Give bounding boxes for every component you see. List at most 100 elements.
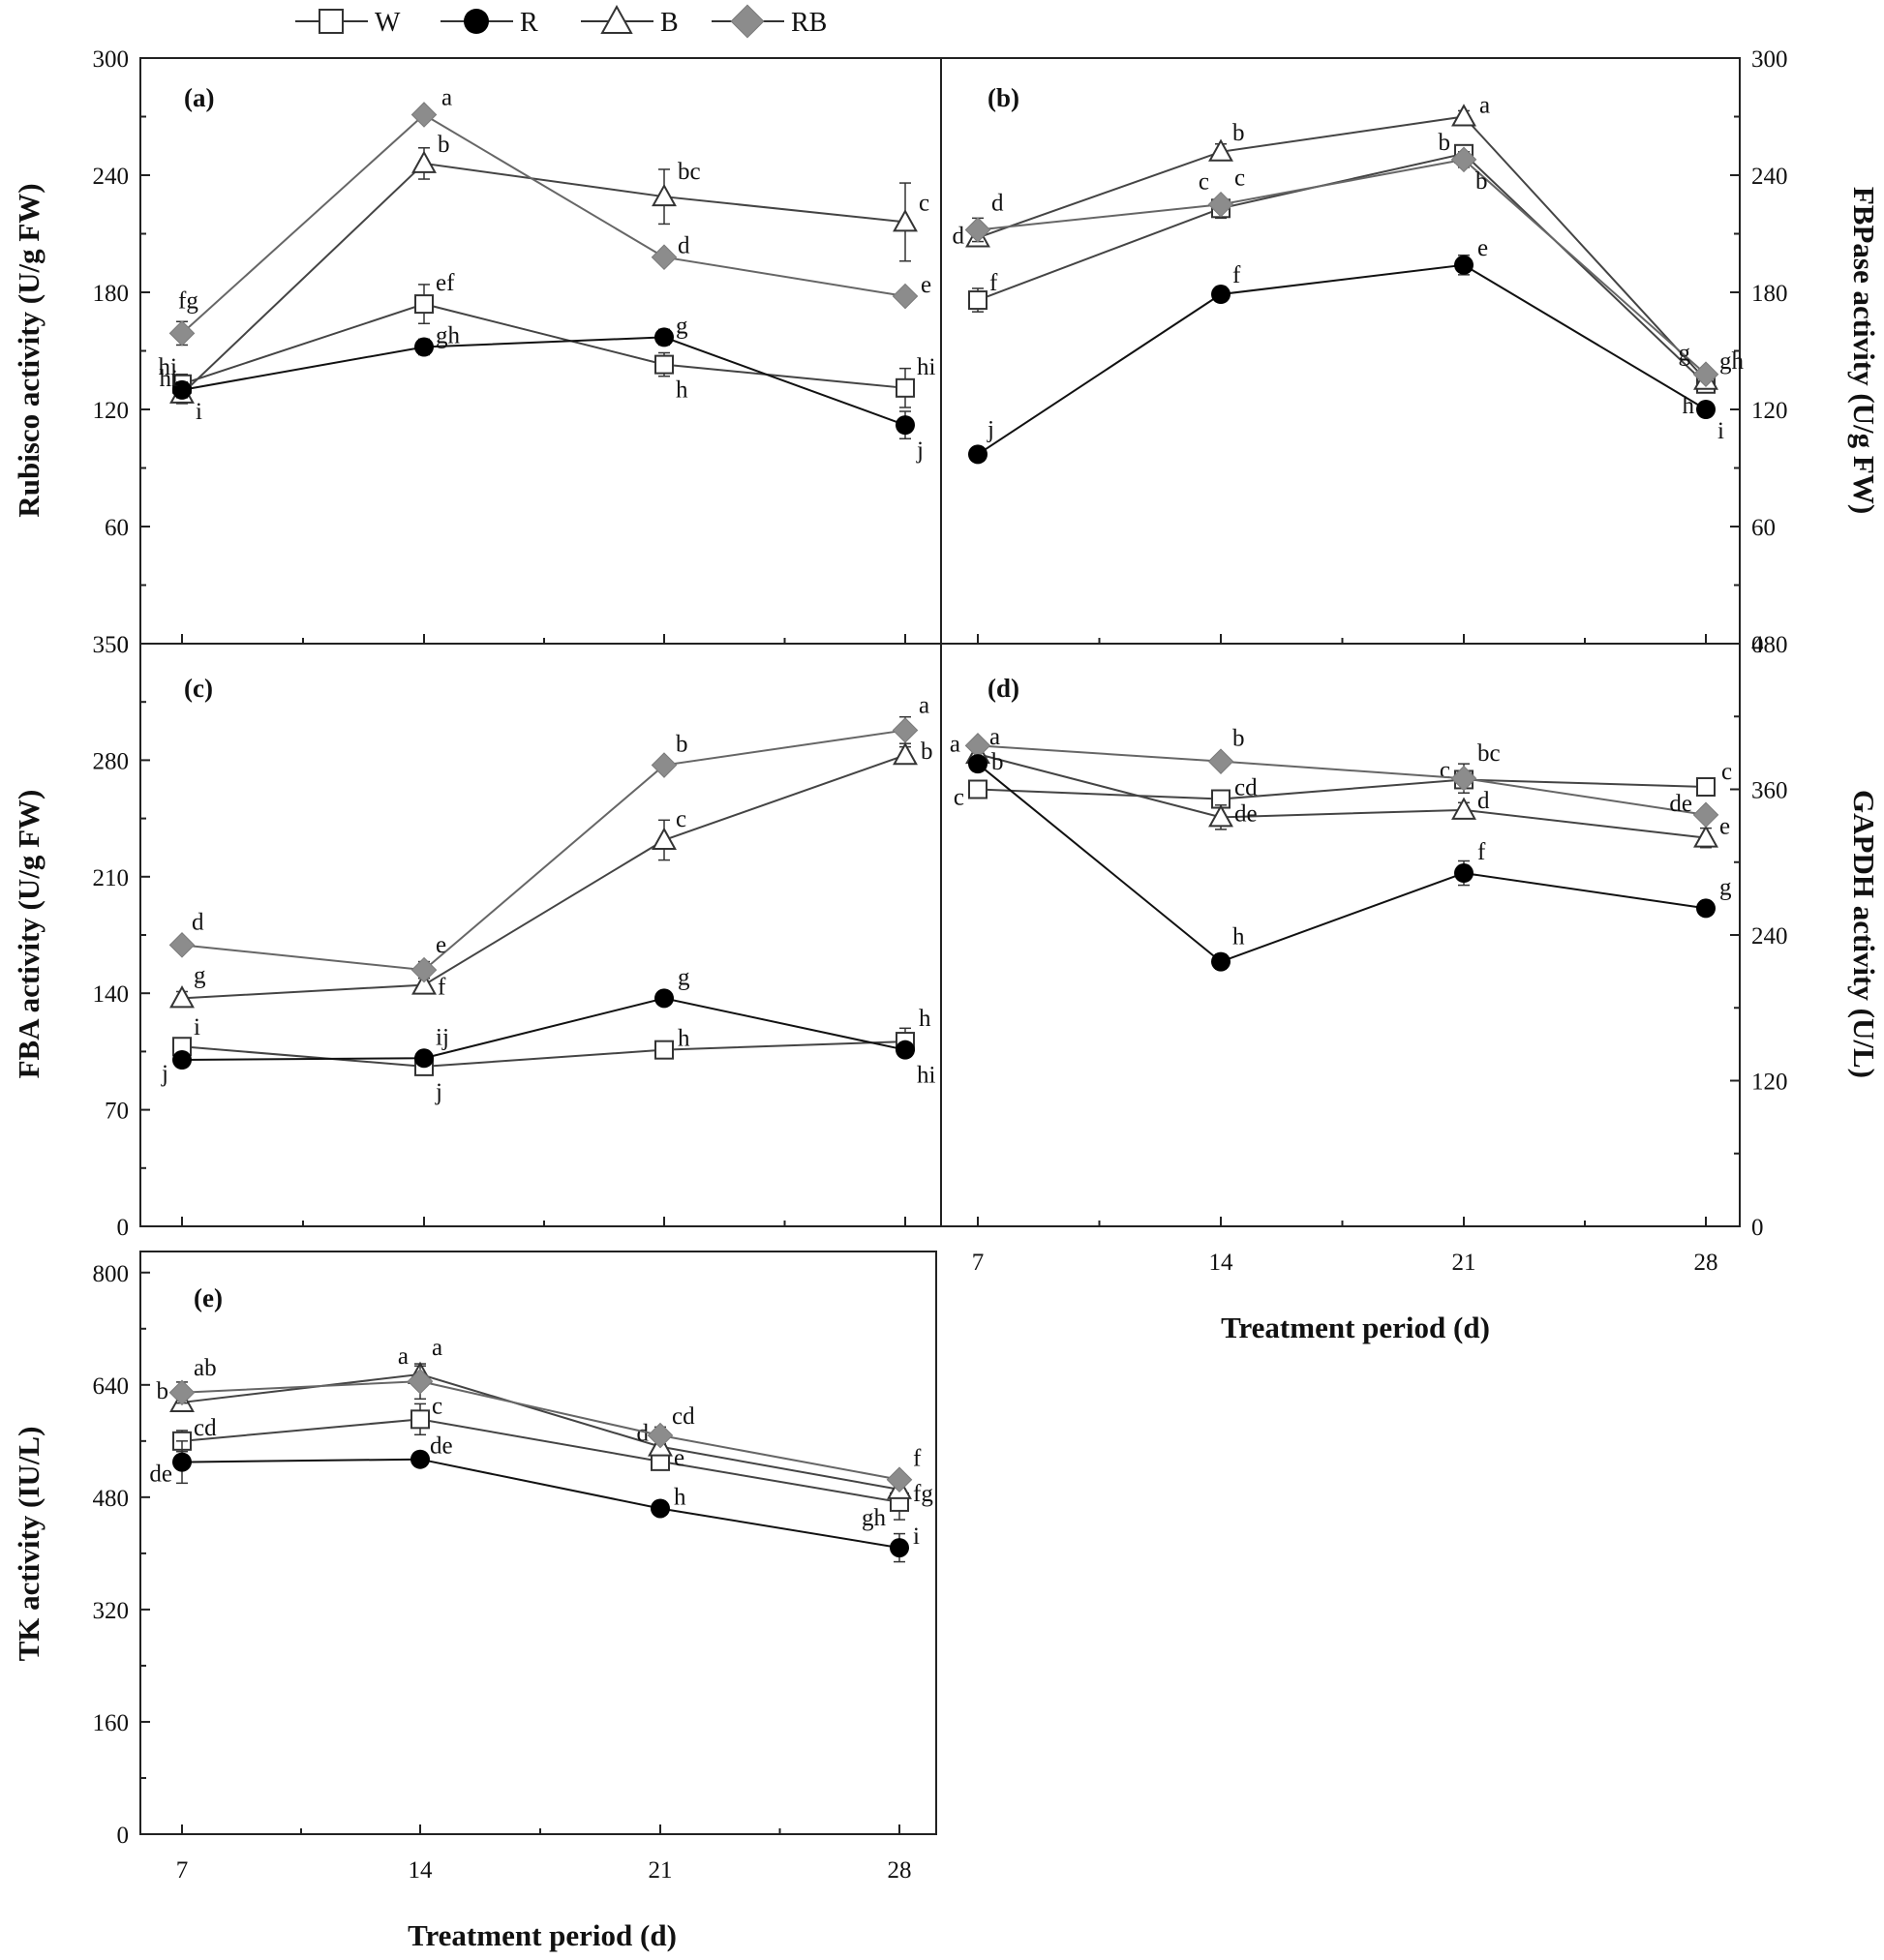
series-line-B — [181, 754, 906, 1000]
significance-letter: hi — [159, 354, 178, 380]
data-point-RB — [1450, 146, 1477, 173]
series-line-W — [977, 778, 1707, 800]
data-point-W — [968, 290, 988, 311]
y-tick-label: 160 — [93, 1710, 130, 1736]
data-point-B — [1208, 138, 1233, 162]
significance-letter: hi — [917, 354, 936, 380]
x-tick-label: 21 — [1452, 1250, 1476, 1276]
significance-letter: ij — [436, 1024, 449, 1050]
significance-letter: i — [913, 1523, 920, 1550]
data-point-R — [172, 1452, 192, 1472]
significance-letter: g — [676, 313, 688, 339]
data-point-W — [654, 354, 674, 375]
significance-letter: g — [678, 964, 690, 990]
data-point-R — [968, 444, 988, 465]
data-point-R — [1454, 863, 1474, 884]
x-tick-label: 28 — [888, 1857, 912, 1884]
data-point-B — [1693, 825, 1718, 848]
data-point-R — [968, 754, 988, 774]
y-tick-label: 640 — [93, 1373, 130, 1400]
y-tick-label: 480 — [93, 1486, 130, 1512]
series-B: g f c b — [169, 739, 933, 1009]
y-tick-label: 350 — [93, 632, 130, 658]
significance-letter: a — [950, 731, 960, 757]
series-B: d b a gh — [953, 93, 1745, 390]
data-point-B — [411, 972, 437, 995]
series-line-W — [181, 303, 906, 389]
significance-letter: g — [194, 962, 206, 988]
significance-letter: f — [989, 270, 998, 296]
significance-letter: bc — [678, 159, 701, 185]
data-point-B — [652, 827, 677, 850]
significance-letter: e — [1477, 235, 1488, 261]
series-line-W — [977, 152, 1707, 385]
series-W: cd c e gh — [172, 1393, 909, 1531]
legend-label-R: R — [520, 8, 538, 38]
significance-letter: fg — [913, 1481, 933, 1507]
y-tick-label: 60 — [105, 515, 129, 541]
y-axis-title: Rubisco activity (U/g FW) — [12, 183, 46, 517]
panel-label: (b) — [988, 83, 1019, 112]
significance-letter: e — [921, 272, 931, 298]
data-point-RB — [1207, 191, 1234, 218]
data-point-R — [890, 1538, 909, 1558]
significance-letter: d — [953, 224, 965, 250]
significance-letter: b — [676, 732, 688, 758]
significance-letter: h — [678, 1026, 690, 1052]
significance-letter: a — [441, 84, 452, 110]
series-B: b a d fg — [157, 1335, 934, 1507]
x-tick-label: 7 — [176, 1857, 189, 1884]
data-point-R — [172, 379, 192, 400]
x-axis-title-right: Treatment period (d) — [1221, 1311, 1490, 1344]
significance-letter: f — [1232, 262, 1241, 288]
significance-letter: c — [432, 1393, 442, 1419]
series-line-R — [181, 997, 906, 1061]
data-point-B — [652, 183, 677, 207]
data-point-R — [1696, 400, 1716, 419]
x-tick-label: 7 — [972, 1250, 985, 1276]
significance-letter: j — [435, 1079, 442, 1105]
y-tick-label: 210 — [93, 865, 130, 891]
x-tick-label: 14 — [1209, 1250, 1234, 1276]
series-W: f c b h — [968, 130, 1716, 419]
significance-letter: c — [1721, 759, 1732, 785]
x-tick-label: 14 — [409, 1857, 434, 1884]
series-B: i b bc c — [169, 132, 929, 425]
series-R: de de h i — [149, 1433, 920, 1563]
panel-frame — [139, 643, 942, 1227]
series-R: b h f g — [968, 749, 1732, 972]
y-tick-label: 0 — [117, 632, 130, 658]
significance-letter: j — [987, 416, 994, 442]
y-axis-title: FBPase activity (U/g FW) — [1847, 187, 1881, 514]
legend-marker-R — [464, 9, 489, 34]
significance-letter: h — [1232, 924, 1245, 950]
series-line-B — [977, 753, 1707, 839]
data-point-R — [896, 1040, 915, 1060]
significance-letter: de — [149, 1462, 172, 1488]
data-point-RB — [651, 752, 678, 778]
significance-letter: f — [913, 1446, 922, 1472]
series-line-RB — [181, 1380, 900, 1481]
significance-letter: b — [157, 1378, 169, 1404]
data-point-RB — [964, 217, 991, 243]
significance-letter: h — [676, 377, 688, 404]
y-tick-label: 300 — [93, 46, 130, 73]
legend-label-W: W — [375, 8, 401, 38]
data-point-RB — [407, 1368, 434, 1395]
significance-letter: gh — [862, 1505, 887, 1531]
panel-frame — [940, 57, 1741, 645]
significance-letter: g — [1719, 874, 1732, 900]
series-line-R — [977, 763, 1707, 963]
data-point-R — [414, 337, 434, 357]
data-point-RB — [1692, 361, 1719, 388]
data-point-RB — [651, 244, 678, 271]
significance-letter: i — [194, 1014, 200, 1040]
y-tick-label: 320 — [93, 1598, 130, 1624]
panel-c-fba: 0 70 140 210 280 350 (c) FBA activity (U/g FW) i… — [12, 632, 942, 1241]
significance-letter: c — [1440, 757, 1450, 783]
data-point-W — [968, 779, 988, 799]
